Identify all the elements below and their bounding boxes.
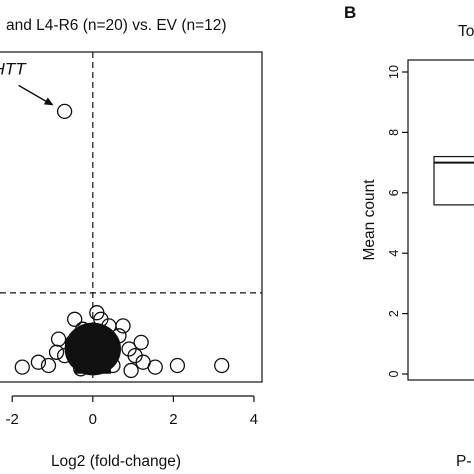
data-point (50, 331, 67, 347)
panel-a-x-axis-label: Log2 (fold-change) (51, 453, 181, 470)
panel-b-y-axis-label: Mean count (361, 179, 378, 261)
data-point (30, 354, 47, 370)
box-plot (433, 155, 474, 206)
x-axis-tick-label: -2 (6, 411, 19, 428)
data-point (214, 357, 230, 374)
panel-b-y-axis: 0 2 4 6 8 10 (387, 65, 408, 377)
panel-b: B To Mean count 0 2 4 6 8 10 P- (344, 3, 474, 470)
data-point (56, 347, 73, 364)
dense-point-cluster-base (74, 360, 111, 374)
y-axis-tick-label: 2 (387, 310, 401, 317)
htt-data-point (56, 103, 73, 120)
panel-b-plot-frame (407, 59, 474, 381)
panel-a: and L4-R6 (n=20) vs. EV (n=12) HTT -2 0 2 4… (0, 17, 263, 470)
panel-b-title-fragment: To (458, 23, 474, 40)
data-point (14, 359, 30, 375)
data-point (115, 318, 131, 334)
data-point (89, 305, 105, 321)
data-point (111, 328, 127, 344)
data-point (73, 361, 89, 377)
x-axis-tick-label: 4 (250, 411, 258, 428)
htt-annotation-arrow (18, 84, 50, 105)
panel-b-letter: B (344, 3, 356, 22)
data-point (127, 347, 143, 364)
data-point (105, 357, 121, 374)
data-point (133, 334, 149, 351)
data-point (75, 321, 91, 337)
data-point (48, 344, 65, 360)
panel-a-plot-frame (0, 51, 263, 383)
data-point (123, 362, 139, 379)
data-point (65, 334, 81, 351)
data-point (40, 357, 57, 374)
box-interquartile (433, 155, 474, 206)
y-axis-tick-label: 0 (387, 370, 401, 377)
x-axis-tick-label: 2 (169, 411, 177, 428)
y-axis-tick-label: 4 (387, 250, 401, 257)
htt-arrowhead-icon (43, 97, 54, 106)
x-axis-tick-label: 0 (89, 411, 97, 428)
data-point (169, 357, 186, 374)
panel-a-x-axis: -2 0 2 4 (6, 395, 258, 428)
y-axis-tick-label: 10 (387, 65, 401, 79)
y-axis-tick-label: 8 (387, 129, 401, 136)
panel-a-title: and L4-R6 (n=20) vs. EV (n=12) (6, 17, 227, 34)
y-axis-tick-label: 6 (387, 189, 401, 196)
htt-annotation-label: HTT (0, 59, 27, 78)
data-point (67, 311, 83, 327)
data-points (14, 103, 230, 379)
panel-b-x-axis-label-fragment: P- (456, 453, 472, 470)
